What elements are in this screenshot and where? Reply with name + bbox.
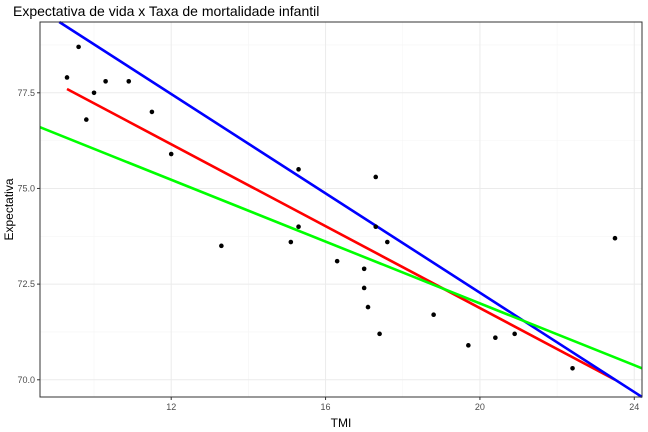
- y-tick-label: 75.0: [17, 183, 35, 193]
- fit-line-3: [39, 126, 643, 370]
- x-tick-label: 24: [629, 402, 639, 412]
- chart-title: Expectativa de vida x Taxa de mortalidad…: [13, 3, 319, 19]
- x-axis-title: TMI: [331, 416, 352, 430]
- data-points: [64, 44, 618, 371]
- x-tick-label: 12: [166, 402, 176, 412]
- data-point: [334, 258, 340, 264]
- data-point: [219, 243, 224, 249]
- axis-ticks: 12 16 20 24 70.0 72.5 75.0 77.5: [17, 88, 639, 412]
- data-point: [361, 285, 367, 291]
- y-axis-title: Expectativa: [2, 178, 16, 240]
- data-point: [84, 117, 89, 122]
- data-point: [296, 167, 301, 172]
- data-point: [612, 235, 618, 241]
- data-point: [76, 44, 81, 50]
- data-point: [512, 331, 517, 337]
- data-point: [149, 109, 155, 115]
- fit-line-1: [66, 87, 616, 381]
- fit-lines: [39, 20, 643, 399]
- data-point: [91, 90, 97, 96]
- data-point: [365, 304, 371, 310]
- y-tick-label: 70.0: [17, 375, 35, 385]
- data-point: [377, 331, 382, 337]
- fit-line-2: [58, 20, 643, 399]
- data-point: [126, 79, 132, 84]
- data-point: [288, 239, 294, 245]
- data-point: [361, 266, 367, 272]
- data-point: [431, 312, 436, 318]
- panel-border: [39, 21, 643, 398]
- data-point: [373, 174, 379, 180]
- y-tick-label: 77.5: [17, 88, 35, 98]
- grid-lines: [40, 22, 642, 397]
- data-point: [466, 343, 471, 348]
- data-point: [64, 75, 70, 80]
- x-tick-label: 20: [475, 402, 485, 412]
- data-point: [168, 151, 174, 157]
- data-point: [493, 335, 498, 340]
- data-point: [296, 224, 301, 230]
- data-point: [385, 239, 390, 245]
- data-point: [373, 224, 379, 230]
- data-point: [103, 79, 108, 84]
- data-point: [570, 366, 575, 371]
- y-tick-label: 72.5: [17, 279, 35, 289]
- x-tick-label: 16: [321, 402, 331, 412]
